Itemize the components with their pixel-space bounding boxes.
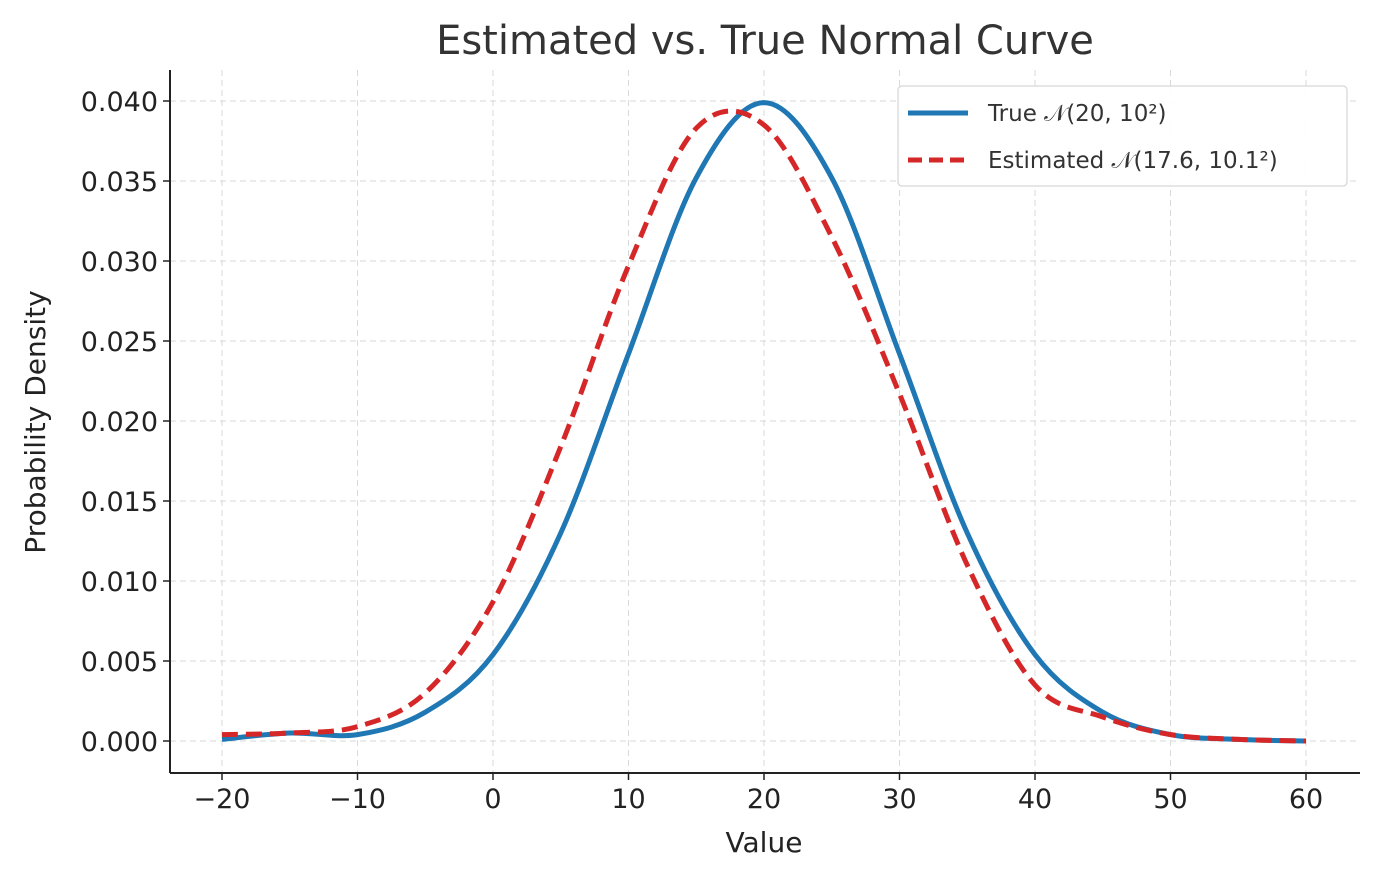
x-axis-label: Value [726,826,803,859]
y-tick-label: 0.020 [81,407,158,438]
x-tick-label: 50 [1153,784,1187,815]
x-tick-label: 20 [747,784,781,815]
series-line-estimated [221,108,1307,744]
legend: True 𝒩(20, 10²) Estimated 𝒩(17.6, 10.1²) [897,85,1348,187]
x-tick-label: 0 [484,784,501,815]
y-tick-label: 0.040 [81,87,158,118]
y-tick-label: 0.000 [81,727,158,758]
y-tick-label: 0.010 [81,567,158,598]
series-layer [221,100,1307,744]
x-tick-label: −20 [194,784,251,815]
legend-label-estimated: Estimated 𝒩(17.6, 10.1²) [988,148,1278,174]
y-tick-label: 0.005 [81,647,158,678]
legend-box [897,85,1348,187]
chart-title: Estimated vs. True Normal Curve [436,18,1094,64]
series-line-true [221,100,1307,744]
y-ticks: 0.000 0.005 0.010 0.015 0.020 0.025 0.030 0.035… [81,87,170,758]
x-tick-label: 40 [1018,784,1052,815]
y-tick-label: 0.015 [81,487,158,518]
x-tick-label: 10 [611,784,645,815]
legend-label-true: True 𝒩(20, 10²) [987,101,1167,127]
y-axis-label: Probability Density [19,290,52,553]
y-tick-label: 0.025 [81,327,158,358]
x-tick-label: 30 [882,784,916,815]
y-tick-label: 0.035 [81,167,158,198]
x-tick-label: 60 [1289,784,1323,815]
x-ticks: −20 −10 0 10 20 30 40 50 60 [194,773,1323,815]
y-tick-label: 0.030 [81,247,158,278]
x-tick-label: −10 [329,784,386,815]
